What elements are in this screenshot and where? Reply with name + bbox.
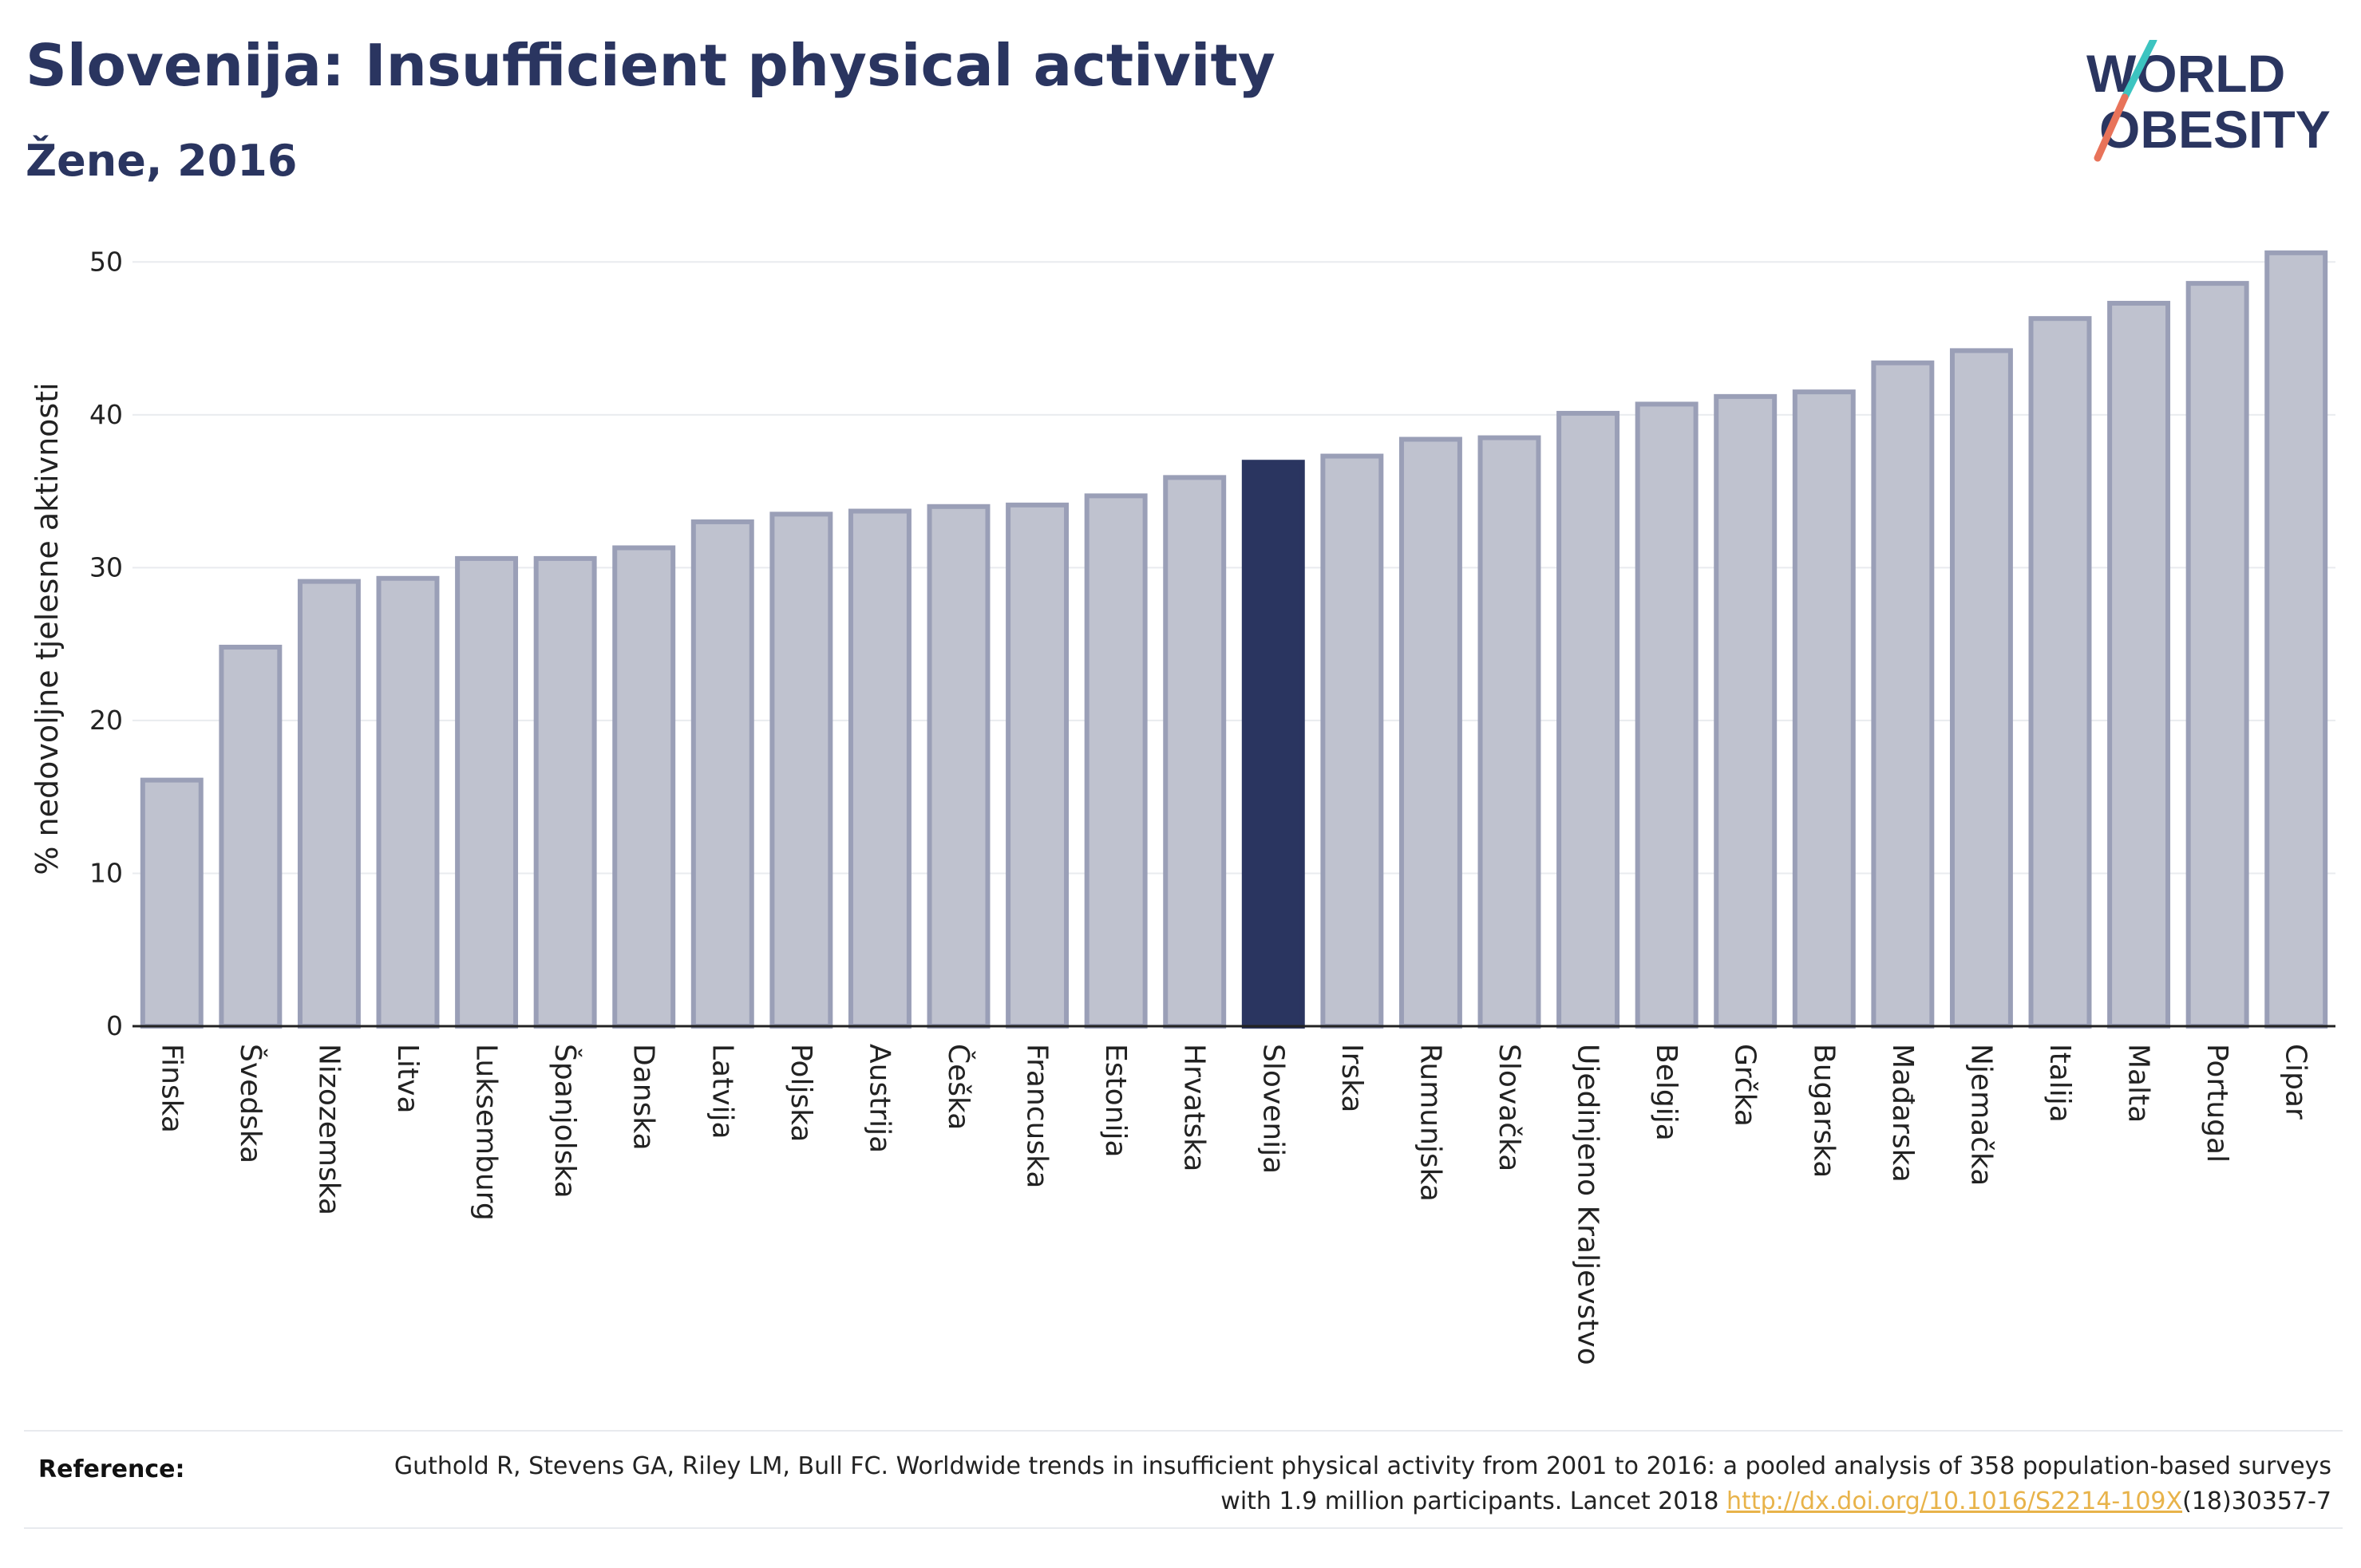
- x-tick-label: Slovačka: [1493, 1044, 1525, 1171]
- bar: [376, 575, 440, 1029]
- x-tick-label: Luksemburg: [470, 1044, 503, 1221]
- x-tick-label: Njemačka: [1964, 1044, 1997, 1186]
- bar: [690, 519, 754, 1029]
- bar: [140, 777, 204, 1029]
- x-tick-label: Danska: [627, 1044, 660, 1151]
- reference-label: Reference:: [38, 1455, 185, 1483]
- bar: [219, 644, 283, 1029]
- bar: [1635, 401, 1699, 1029]
- x-tick-label: Rumunjska: [1414, 1044, 1446, 1202]
- bar: [1398, 436, 1462, 1029]
- svg-text:WORLD: WORLD: [2086, 44, 2285, 103]
- bar: [1871, 360, 1935, 1029]
- chart-subtitle: Žene, 2016: [26, 136, 298, 186]
- chart-title: Slovenija: Insufficient physical activit…: [26, 32, 1275, 99]
- x-tick-label: Španjolska: [548, 1044, 582, 1199]
- bar: [1949, 348, 2013, 1029]
- bar: [1714, 393, 1778, 1029]
- bar: [769, 511, 833, 1029]
- x-tick-label: Malta: [2122, 1044, 2155, 1123]
- x-tick-label: Austrija: [863, 1044, 896, 1153]
- y-axis-label: % nedovoljne tjelesne aktivnosti: [30, 382, 65, 875]
- y-tick-label: 0: [106, 1010, 123, 1041]
- bar: [927, 504, 991, 1029]
- y-tick-label: 20: [89, 705, 123, 736]
- bar: [1006, 502, 1070, 1029]
- reference-box: Reference: Guthold R, Stevens GA, Riley …: [24, 1430, 2343, 1529]
- bar: [1556, 410, 1620, 1029]
- bar: [297, 579, 361, 1029]
- bar: [1792, 389, 1856, 1029]
- bar: [2264, 250, 2328, 1029]
- y-tick-label: 30: [89, 551, 123, 583]
- world-obesity-logo: WORLD OBESITY: [2083, 40, 2347, 168]
- bar: [533, 555, 597, 1029]
- y-tick-label: 10: [89, 857, 123, 888]
- x-tick-label: Latvija: [706, 1044, 738, 1139]
- bar: [848, 508, 912, 1029]
- x-tick-label: Bugarska: [1807, 1044, 1840, 1178]
- bar: [1477, 435, 1541, 1029]
- x-tick-label: Nizozemska: [312, 1044, 345, 1215]
- x-tick-label: Mađarska: [1886, 1044, 1919, 1183]
- x-tick-label: Švedska: [234, 1044, 267, 1163]
- bar: [455, 555, 519, 1029]
- x-tick-label: Slovenija: [1256, 1044, 1289, 1174]
- bar: [612, 545, 676, 1029]
- reference-text: Guthold R, Stevens GA, Riley LM, Bull FC…: [336, 1449, 2331, 1519]
- x-tick-label: Poljska: [785, 1044, 817, 1143]
- x-tick-label: Češka: [942, 1044, 975, 1130]
- bar: [1163, 475, 1227, 1029]
- x-tick-label: Portugal: [2201, 1044, 2233, 1163]
- y-tick-label: 50: [89, 246, 123, 277]
- x-tick-label: Estonija: [1099, 1044, 1132, 1158]
- bar: [1320, 453, 1384, 1029]
- y-tick-label: 40: [89, 399, 123, 430]
- x-tick-label: Belgija: [1650, 1044, 1683, 1141]
- svg-text:OBESITY: OBESITY: [2099, 100, 2331, 159]
- x-tick-label: Cipar: [2280, 1044, 2312, 1120]
- bar: [1241, 460, 1305, 1029]
- x-tick-label: Hrvatska: [1178, 1044, 1211, 1171]
- x-tick-label: Irska: [1335, 1044, 1368, 1112]
- bar: [2185, 281, 2249, 1029]
- x-tick-label: Francuska: [1021, 1044, 1054, 1188]
- x-tick-label: Finska: [155, 1044, 188, 1133]
- x-tick-label: Litva: [391, 1044, 424, 1114]
- x-tick-label: Grčka: [1729, 1044, 1762, 1127]
- bar: [2107, 301, 2171, 1029]
- bar: [1084, 493, 1148, 1029]
- x-tick-label: Ujedinjeno Kraljevstvo: [1572, 1044, 1604, 1365]
- bar: [2028, 316, 2092, 1029]
- reference-citation: Guthold R, Stevens GA, Riley LM, Bull FC…: [394, 1452, 2331, 1515]
- reference-doi-link[interactable]: http://dx.doi.org/10.1016/S2214-109X: [1726, 1487, 2183, 1515]
- x-tick-label: Italija: [2043, 1044, 2076, 1123]
- reference-citation-end: (18)30357-7: [2182, 1487, 2331, 1515]
